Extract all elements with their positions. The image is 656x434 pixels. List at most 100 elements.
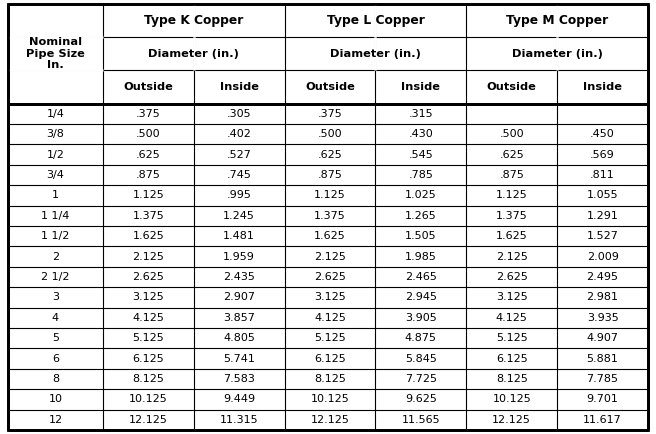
Text: 2.495: 2.495 (586, 272, 619, 282)
Text: .315: .315 (409, 109, 433, 119)
Text: .545: .545 (409, 150, 433, 160)
Text: 1.375: 1.375 (496, 211, 527, 221)
Text: .875: .875 (136, 170, 161, 180)
Text: 1.625: 1.625 (314, 231, 346, 241)
Text: 1.125: 1.125 (314, 191, 346, 201)
Text: 7.785: 7.785 (586, 374, 619, 384)
Text: 10: 10 (49, 395, 62, 404)
Text: 6.125: 6.125 (133, 354, 164, 364)
Text: 1: 1 (52, 191, 59, 201)
Text: 2.945: 2.945 (405, 293, 437, 302)
Text: 8.125: 8.125 (496, 374, 527, 384)
Text: 10.125: 10.125 (493, 395, 531, 404)
Text: 3.125: 3.125 (133, 293, 164, 302)
Text: .875: .875 (318, 170, 342, 180)
Text: .450: .450 (590, 129, 615, 139)
Text: 1.959: 1.959 (223, 252, 255, 262)
Text: 7.725: 7.725 (405, 374, 437, 384)
Text: .375: .375 (318, 109, 342, 119)
Text: .430: .430 (409, 129, 433, 139)
Text: 1.245: 1.245 (223, 211, 255, 221)
Text: 1.505: 1.505 (405, 231, 437, 241)
Text: .625: .625 (136, 150, 161, 160)
Text: 2: 2 (52, 252, 59, 262)
Text: 3.125: 3.125 (496, 293, 527, 302)
Text: 11.617: 11.617 (583, 415, 622, 425)
Text: 1.375: 1.375 (314, 211, 346, 221)
Text: 4.125: 4.125 (133, 313, 164, 323)
Text: 8: 8 (52, 374, 59, 384)
Text: 2.125: 2.125 (133, 252, 164, 262)
Text: 5: 5 (52, 333, 59, 343)
Text: 2 1/2: 2 1/2 (41, 272, 70, 282)
Text: Diameter (in.): Diameter (in.) (330, 49, 421, 59)
Text: 1.625: 1.625 (496, 231, 527, 241)
Text: Type L Copper: Type L Copper (327, 14, 424, 27)
Text: 11.315: 11.315 (220, 415, 258, 425)
Text: .402: .402 (227, 129, 252, 139)
Text: 1.625: 1.625 (133, 231, 164, 241)
Text: Type M Copper: Type M Copper (506, 14, 608, 27)
Text: 2.125: 2.125 (314, 252, 346, 262)
Text: .375: .375 (136, 109, 161, 119)
Text: 5.125: 5.125 (133, 333, 164, 343)
Text: .527: .527 (227, 150, 252, 160)
Text: 8.125: 8.125 (133, 374, 164, 384)
Text: .745: .745 (227, 170, 252, 180)
Text: 5.125: 5.125 (496, 333, 527, 343)
Text: 1.265: 1.265 (405, 211, 437, 221)
Text: 1.481: 1.481 (223, 231, 255, 241)
Text: 1/2: 1/2 (47, 150, 64, 160)
Text: 5.881: 5.881 (586, 354, 619, 364)
Text: 7.583: 7.583 (223, 374, 255, 384)
Text: 3/8: 3/8 (47, 129, 64, 139)
Text: 12.125: 12.125 (311, 415, 350, 425)
Text: 3.125: 3.125 (314, 293, 346, 302)
Text: 1.527: 1.527 (586, 231, 619, 241)
Text: 4.907: 4.907 (586, 333, 619, 343)
Text: 1.125: 1.125 (133, 191, 164, 201)
Text: 3.857: 3.857 (223, 313, 255, 323)
Text: 4.875: 4.875 (405, 333, 437, 343)
Text: .500: .500 (318, 129, 342, 139)
Text: 1.291: 1.291 (586, 211, 619, 221)
Text: 3: 3 (52, 293, 59, 302)
Text: .785: .785 (409, 170, 434, 180)
Text: 5.741: 5.741 (223, 354, 255, 364)
Text: 10.125: 10.125 (129, 395, 168, 404)
Text: .995: .995 (227, 191, 252, 201)
Text: Inside: Inside (220, 82, 258, 92)
Text: 9.625: 9.625 (405, 395, 437, 404)
Text: 4: 4 (52, 313, 59, 323)
Text: 3.935: 3.935 (586, 313, 619, 323)
Text: 1.025: 1.025 (405, 191, 437, 201)
Text: 2.981: 2.981 (586, 293, 619, 302)
Text: 4.125: 4.125 (314, 313, 346, 323)
Text: 6.125: 6.125 (314, 354, 346, 364)
Text: Outside: Outside (305, 82, 355, 92)
Text: .875: .875 (499, 170, 524, 180)
Text: 12.125: 12.125 (492, 415, 531, 425)
Text: 12.125: 12.125 (129, 415, 168, 425)
Text: 2.625: 2.625 (133, 272, 164, 282)
Text: Outside: Outside (487, 82, 537, 92)
Text: 2.465: 2.465 (405, 272, 437, 282)
Text: 2.009: 2.009 (586, 252, 619, 262)
Text: .625: .625 (499, 150, 524, 160)
Text: 6: 6 (52, 354, 59, 364)
Text: 2.625: 2.625 (314, 272, 346, 282)
Text: 5.845: 5.845 (405, 354, 437, 364)
Text: .500: .500 (499, 129, 524, 139)
Text: 10.125: 10.125 (311, 395, 350, 404)
Text: Type K Copper: Type K Copper (144, 14, 243, 27)
Text: 1 1/2: 1 1/2 (41, 231, 70, 241)
Text: 1.375: 1.375 (133, 211, 164, 221)
Text: 1.985: 1.985 (405, 252, 437, 262)
Text: 4.805: 4.805 (223, 333, 255, 343)
Text: Diameter (in.): Diameter (in.) (512, 49, 603, 59)
Text: .625: .625 (318, 150, 342, 160)
Text: 2.625: 2.625 (496, 272, 527, 282)
Text: 3.905: 3.905 (405, 313, 437, 323)
Text: Inside: Inside (401, 82, 440, 92)
Text: 1.125: 1.125 (496, 191, 527, 201)
